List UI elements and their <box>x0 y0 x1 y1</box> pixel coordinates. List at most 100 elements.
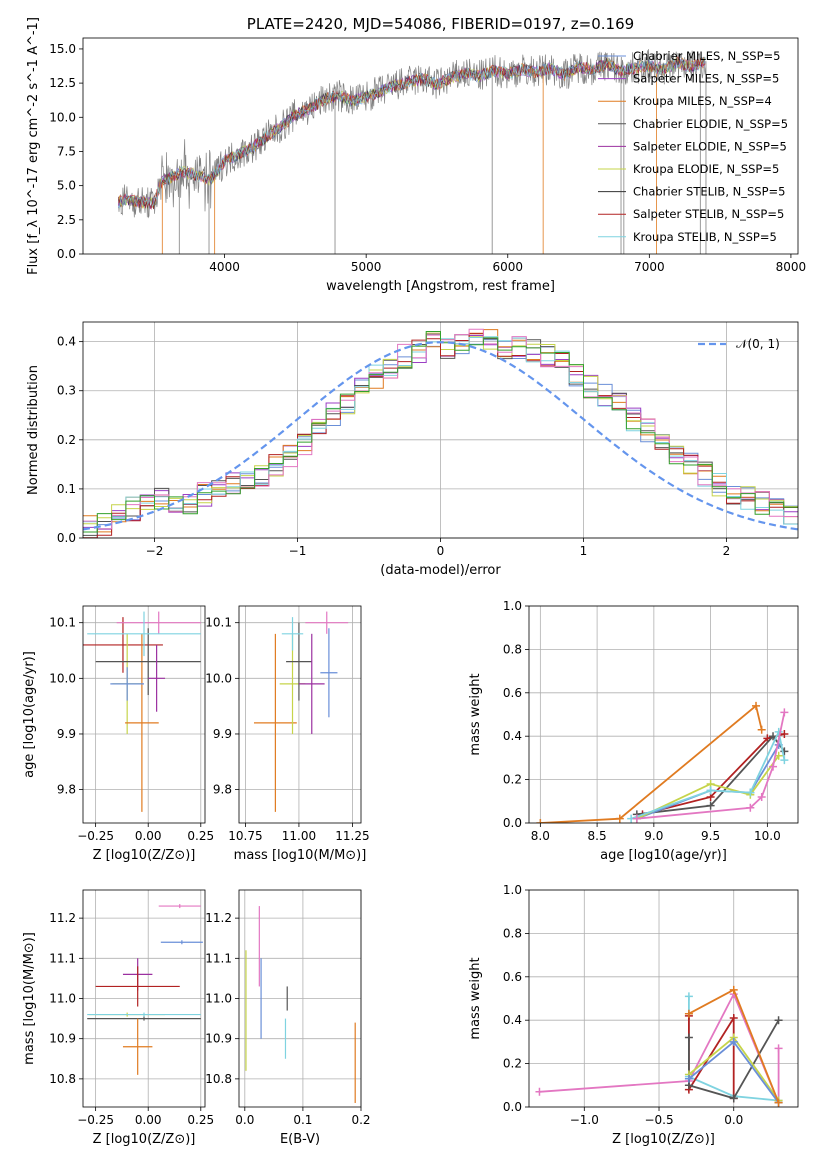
residuals-plot: −2 −1 0 1 2 0.0 0.1 0.2 0.3 0.4 (data-model)/error… <box>26 321 799 578</box>
massweight-vs-age-point-6-4 <box>780 708 789 717</box>
massweight-vs-age-ytick-label-5: 1.0 <box>503 599 522 613</box>
massweight-vs-Z-point-6-1 <box>729 985 738 994</box>
mass-vs-Z-xlabel: Z [log10(Z/Z⊙)] <box>93 1132 196 1147</box>
massweight-vs-Z-frame <box>528 889 799 1108</box>
residuals-ytick-label-2: 0.2 <box>57 433 76 447</box>
residuals-xtick-label-3: 1 <box>580 544 588 558</box>
massweight-vs-age-frame <box>528 605 799 824</box>
massweight-vs-age-point-6-0 <box>632 814 641 823</box>
spectrum-ytick-label-6: 15.0 <box>49 42 76 56</box>
residuals-xtick-label-0: −2 <box>146 544 164 558</box>
massweight-vs-age-xtick-label-4: 10.0 <box>754 829 781 843</box>
massweight-vs-age-point-2-3 <box>780 747 789 756</box>
massweight-vs-Z-point-6-0 <box>684 1009 693 1018</box>
massweight-vs-Z-point-0-0 <box>535 1087 544 1096</box>
age-vs-mass-plot: 10.75 11.00 11.25 9.8 9.9 10.0 10.1 mass [log10… <box>205 605 370 863</box>
mass-vs-ebv-plot: 0.0 0.1 0.2 10.8 10.9 11.0 11.1 11.2 E(B-V) <box>205 889 371 1147</box>
age-vs-mass-xlabel: mass [log10(M/M⊙)] <box>234 848 367 863</box>
massweight-vs-age-point-6-1 <box>746 803 755 812</box>
mass-vs-Z-ytick-label-4: 11.2 <box>49 911 76 925</box>
massweight-vs-Z-xtick-label-1: −0.5 <box>644 1113 673 1127</box>
massweight-vs-age-xtick-label-2: 9.0 <box>644 829 663 843</box>
massweight-vs-Z-point-3-2 <box>729 1094 738 1103</box>
massweight-vs-Z-point-3-3 <box>774 1016 783 1025</box>
spectrum-ytick-label-3: 7.5 <box>57 144 76 158</box>
age-vs-Z-xtick-label-1: 0.00 <box>135 829 162 843</box>
massweight-vs-Z-plot: −1.0 −0.5 0.0 0.0 0.2 0.4 0.6 0.8 1.0 Z [log10(Z/… <box>468 883 799 1147</box>
legend-label-8: Kroupa STELIB, N_SSP=5 <box>633 230 777 244</box>
mass-vs-Z-plot: −0.25 0.00 0.25 10.8 10.9 11.0 11.1 11.2 Z [log1… <box>22 889 214 1147</box>
massweight-vs-age-marks <box>536 701 789 823</box>
massweight-vs-age-ylabel: mass weight <box>468 673 483 755</box>
massweight-vs-Z-ytick-label-4: 0.8 <box>503 926 522 940</box>
residuals-ytick-label-4: 0.4 <box>57 335 76 349</box>
mass-vs-ebv-ytick-label-3: 11.1 <box>205 951 232 965</box>
massweight-vs-age-ytick-label-2: 0.4 <box>503 729 522 743</box>
massweight-vs-age-ytick-label-0: 0.0 <box>503 816 522 830</box>
legend-label-3: Chabrier ELODIE, N_SSP=5 <box>633 117 788 131</box>
spectrum-ytick-label-5: 12.5 <box>49 76 76 90</box>
massweight-vs-age-point-5-4 <box>780 756 789 765</box>
massweight-vs-Z-point-6-2 <box>774 1098 783 1107</box>
mass-vs-ebv-frame <box>238 889 362 1108</box>
age-vs-Z-ytick-label-3: 10.1 <box>49 616 76 630</box>
legend-label-0: Chabrier MILES, N_SSP=5 <box>633 49 780 63</box>
age-vs-Z-xtick-label-0: −0.25 <box>77 829 114 843</box>
mass-vs-ebv-ytick-label-0: 10.8 <box>205 1072 232 1086</box>
age-vs-Z-ytick-label-2: 10.0 <box>49 671 76 685</box>
residuals-ytick-label-1: 0.1 <box>57 482 76 496</box>
mass-vs-ebv-xlabel: E(B-V) <box>280 1132 320 1147</box>
age-vs-mass-xtick-label-2: 11.25 <box>335 829 369 843</box>
massweight-vs-age-series-4 <box>636 755 780 820</box>
age-vs-mass-xtick-label-1: 11.00 <box>282 829 316 843</box>
mass-vs-Z-xtick-label-2: 0.25 <box>187 1113 214 1127</box>
massweight-vs-Z-ylabel: mass weight <box>468 957 483 1039</box>
age-vs-mass-ytick-label-0: 9.8 <box>213 783 232 797</box>
age-vs-Z-xlabel: Z [log10(Z/Z⊙)] <box>93 848 196 863</box>
mass-vs-Z-ylabel: mass [log10(M/M⊙)] <box>22 932 37 1065</box>
mass-vs-Z-ytick-label-0: 10.8 <box>49 1072 76 1086</box>
legend-label-7: Salpeter STELIB, N_SSP=5 <box>633 207 784 221</box>
age-vs-mass-frame <box>238 605 362 824</box>
legend-label-5: Kroupa ELODIE, N_SSP=5 <box>633 162 779 176</box>
legend-label-6: Chabrier STELIB, N_SSP=5 <box>633 185 785 199</box>
massweight-vs-Z-point-2-2 <box>729 1014 738 1023</box>
massweight-vs-Z-ytick-label-2: 0.4 <box>503 1013 522 1027</box>
massweight-vs-Z-ytick-label-5: 1.0 <box>503 883 522 897</box>
massweight-vs-Z-series-3 <box>688 1019 780 1100</box>
spectrum-xlabel: wavelength [Angstrom, rest frame] <box>326 279 555 294</box>
mass-vs-ebv-xtick-label-0: 0.0 <box>235 1113 254 1127</box>
mass-vs-ebv-xtick-label-1: 0.1 <box>293 1113 312 1127</box>
mass-vs-ebv-ytick-label-1: 10.9 <box>205 1032 232 1046</box>
legend-label-4: Salpeter ELODIE, N_SSP=5 <box>633 139 787 153</box>
massweight-vs-Z-xtick-label-0: −1.0 <box>570 1113 599 1127</box>
spectrum-xtick-label-4: 8000 <box>776 260 807 274</box>
residuals-frame <box>82 321 799 539</box>
residuals-xtick-label-1: −1 <box>289 544 307 558</box>
massweight-vs-Z-ytick-label-3: 0.6 <box>503 970 522 984</box>
massweight-vs-age-point-5-3 <box>774 727 783 736</box>
residuals-ytick-label-3: 0.3 <box>57 384 76 398</box>
mass-vs-Z-xtick-label-1: 0.00 <box>135 1113 162 1127</box>
mass-vs-Z-xtick-label-0: −0.25 <box>77 1113 114 1127</box>
massweight-vs-age-ytick-label-4: 0.8 <box>503 642 522 656</box>
age-vs-mass-marks <box>253 611 349 812</box>
mass-vs-Z-ytick-label-1: 10.9 <box>49 1032 76 1046</box>
spectrum-xtick-label-0: 4000 <box>209 260 240 274</box>
massweight-vs-Z-point-3-0 <box>684 1033 693 1042</box>
massweight-vs-Z-marks <box>535 985 783 1107</box>
mass-vs-ebv-xtick-label-2: 0.2 <box>351 1113 370 1127</box>
massweight-vs-age-xtick-label-1: 8.5 <box>588 829 607 843</box>
massweight-vs-Z-ytick-label-0: 0.0 <box>503 1100 522 1114</box>
age-vs-Z-ytick-label-0: 9.8 <box>57 783 76 797</box>
spectrum-xtick-label-1: 5000 <box>351 260 382 274</box>
mass-vs-Z-frame <box>82 889 206 1108</box>
age-vs-Z-plot: −0.25 0.00 0.25 9.8 9.9 10.0 10.1 Z [log10(Z/Z⊙… <box>22 605 214 863</box>
massweight-vs-Z-ytick-label-1: 0.2 <box>503 1057 522 1071</box>
gaussian-legend-label: 𝒩(0, 1) <box>736 337 780 351</box>
age-vs-mass-ytick-label-3: 10.1 <box>205 616 232 630</box>
massweight-vs-Z-point-1-0 <box>684 992 693 1001</box>
spectrum-marks <box>118 49 707 254</box>
massweight-vs-age-xlabel: age [log10(age/yr)] <box>600 848 727 863</box>
age-vs-Z-ylabel: age [log10(age/yr)] <box>22 651 37 778</box>
